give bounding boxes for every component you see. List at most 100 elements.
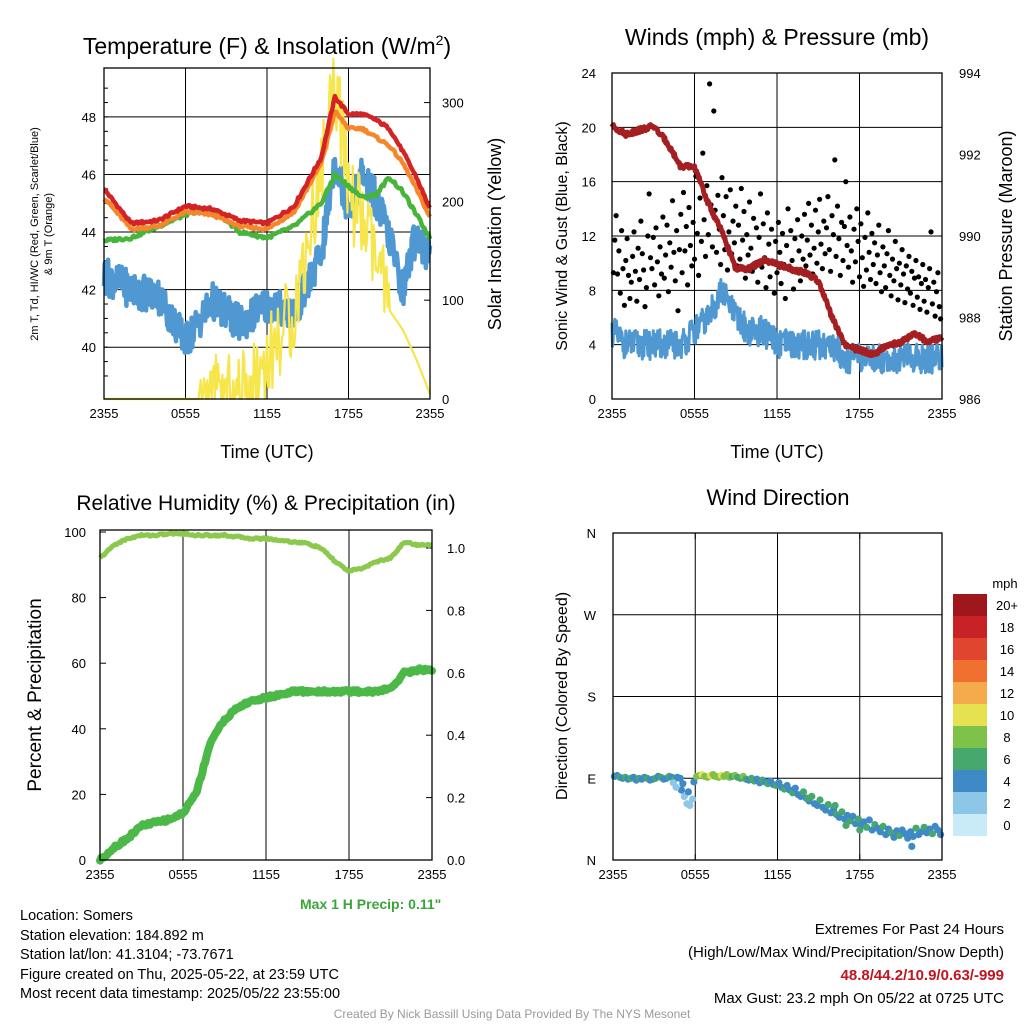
wind-gust-point	[806, 200, 812, 206]
dir-point	[908, 842, 916, 851]
wind-x-tick-label: 0555	[680, 406, 709, 421]
dir-y-tick-label: W	[584, 608, 597, 623]
dir-y-axis-label: Direction (Colored By Speed)	[554, 592, 571, 800]
temp-title-close: )	[443, 33, 451, 59]
dir-border	[612, 532, 943, 861]
dir-y-tick-label: N	[587, 853, 596, 868]
dir-point	[876, 828, 884, 836]
wind-gust-point	[887, 272, 893, 278]
dir-point	[672, 783, 680, 791]
legend-label: 4	[1003, 774, 1010, 789]
wind-gust-point	[839, 219, 845, 225]
wind-x-tick-label: 2355	[928, 406, 957, 421]
wind-gust-point	[689, 263, 695, 269]
dir-point	[821, 806, 830, 814]
wind-gust-point	[902, 300, 908, 306]
wind-gust-point	[845, 264, 852, 270]
wind-gust-point	[773, 238, 779, 244]
wind-gust-point	[678, 211, 684, 217]
dir-point	[676, 774, 684, 782]
wind-gust-point	[804, 237, 810, 243]
wind-gust-point	[632, 268, 639, 274]
wind-gust-point	[657, 244, 663, 250]
wind-gust-point	[896, 260, 903, 266]
wind-gust-point	[702, 253, 709, 259]
dir-x-tick-label: 2355	[599, 867, 628, 882]
wind-y-tick-label: 12	[582, 229, 596, 244]
wind-gust-point	[929, 301, 936, 307]
wind-gust-point	[663, 252, 669, 258]
legend-swatch	[953, 616, 987, 638]
dir-point	[677, 786, 686, 794]
rh-y-tick-label: 80	[72, 591, 86, 606]
wind-gust-point	[892, 238, 898, 244]
dir-point	[842, 821, 850, 830]
legend-label: 10	[1000, 708, 1014, 723]
wind-gust-point	[745, 252, 751, 258]
wind-gust-point	[914, 294, 920, 300]
wind-gust-point	[863, 267, 870, 273]
wind-gust-point	[694, 230, 700, 236]
wind-gust-point	[825, 194, 831, 200]
recent-data-text: Most recent data timestamp: 2025/05/22 2…	[20, 986, 341, 1002]
wind-gust-point	[848, 248, 854, 254]
wind-gust-point	[789, 257, 795, 264]
wind-gust-point	[855, 238, 861, 244]
wind-gust-point	[636, 276, 643, 283]
wind-gust-point	[730, 218, 736, 224]
temp-y-tick-label: 48	[82, 110, 96, 125]
wind-y2-tick-label: 988	[959, 311, 981, 326]
wind-gust-point	[652, 282, 658, 288]
wind-gust-point	[744, 232, 750, 238]
wind-gust-point	[834, 203, 841, 209]
dir-x-tick-label: 0555	[681, 867, 710, 882]
max-precip-annotation: Max 1 H Precip: 0.11"	[300, 896, 442, 912]
wind-gust-point	[738, 185, 744, 192]
wind-gust-point	[799, 233, 805, 239]
dir-point	[912, 824, 920, 832]
wind-y-axis-label: Sonic Wind & Gust (Blue, Black)	[554, 121, 571, 350]
wind-x-tick-label: 2355	[598, 406, 627, 421]
wind-gust-point	[704, 183, 710, 189]
legend-label: 0	[1003, 818, 1010, 833]
dir-point	[849, 812, 857, 821]
legend-label: 8	[1003, 730, 1010, 745]
wind-gust-point	[889, 256, 896, 262]
wind-gust-point	[718, 261, 724, 268]
wind-gust-point	[873, 280, 879, 287]
dir-point	[882, 831, 890, 839]
wind-gust-point	[649, 266, 655, 272]
wind-gust-point	[913, 257, 919, 264]
wind-gust-point	[829, 213, 835, 219]
dir-x-tick-label: 1155	[764, 867, 792, 882]
wind-gust-point	[715, 192, 721, 198]
wind-gust-point	[841, 223, 848, 230]
dir-point	[909, 832, 917, 841]
wind-gust-point	[612, 237, 618, 243]
dir-point	[865, 816, 873, 824]
wind-gust-point	[883, 285, 889, 291]
wind-gust-point	[885, 228, 892, 234]
dir-point	[684, 788, 693, 796]
wind-gust-point	[894, 266, 900, 272]
rh-y-tick-label: 40	[72, 722, 86, 737]
wind-gust-point	[658, 271, 665, 277]
wind-gust-point	[646, 191, 652, 197]
wind-gust-point	[672, 278, 678, 284]
dir-point	[816, 796, 824, 804]
wind-gust-point	[683, 223, 689, 230]
wind-gust-point	[903, 263, 909, 269]
wind-gust-point	[850, 279, 856, 285]
wind-gust-point	[817, 196, 823, 202]
wind-gust-point	[869, 230, 875, 236]
wind-y-tick-label: 0	[589, 392, 596, 407]
wind-gust-point	[784, 242, 790, 249]
wind-gust-point	[764, 210, 771, 216]
rh-y2-tick-label: 0.8	[447, 603, 465, 618]
wind-gust-point	[697, 195, 703, 201]
dir-point	[835, 813, 843, 821]
wind-gust-point	[918, 280, 925, 287]
wind-gust-point	[876, 222, 882, 228]
wind-gust-point	[753, 225, 760, 231]
